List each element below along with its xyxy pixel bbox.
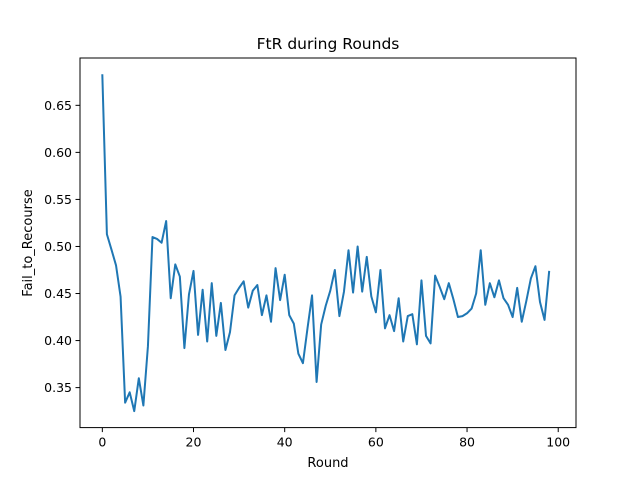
- plot-area-frame: [79, 57, 577, 429]
- y-tick-label: 0.65: [44, 98, 72, 113]
- x-tick-label: 20: [186, 435, 202, 450]
- y-tick-label: 0.40: [44, 333, 72, 348]
- y-tick-label: 0.35: [44, 380, 72, 395]
- series-line: [101, 74, 551, 413]
- x-tick-label: 100: [546, 435, 570, 450]
- y-tick-label: 0.45: [44, 286, 72, 301]
- x-tick-label: 60: [368, 435, 384, 450]
- y-axis-label: Fail_to_Recourse: [21, 189, 36, 296]
- x-axis-label: Round: [307, 456, 348, 471]
- y-tick-label: 0.55: [44, 192, 72, 207]
- x-axis-ticks: 0 20 40 60 80 100: [98, 427, 570, 450]
- x-tick-label: 40: [277, 435, 293, 450]
- x-tick-label: 80: [459, 435, 475, 450]
- y-axis-ticks: 0.35 0.40 0.45 0.50 0.55 0.60 0.65: [44, 98, 80, 395]
- y-tick-label: 0.60: [44, 145, 72, 160]
- x-tick-label: 0: [98, 435, 106, 450]
- chart-title: FtR during Rounds: [257, 35, 400, 53]
- y-tick-label: 0.50: [44, 239, 72, 254]
